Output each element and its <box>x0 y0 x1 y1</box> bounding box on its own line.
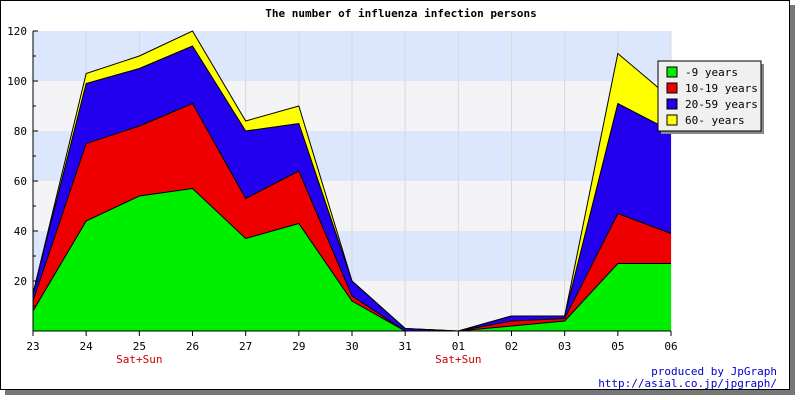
x-tick-label: 06 <box>664 340 677 353</box>
x-tick-label: 03 <box>558 340 571 353</box>
category-note: Sat+Sun <box>116 353 162 366</box>
legend-swatch-4 <box>666 114 678 126</box>
chart-title: The number of influenza infection person… <box>265 7 537 20</box>
y-tick-label: 40 <box>14 225 27 238</box>
axes <box>32 30 672 336</box>
area-series-1 <box>33 188 671 331</box>
x-tick-label: 31 <box>399 340 412 353</box>
area-series-2 <box>33 103 671 331</box>
x-tick-label: 29 <box>292 340 305 353</box>
credit-line-2[interactable]: http://asial.co.jp/jpgraph/ <box>598 377 777 390</box>
area-outline-4 <box>32 30 672 332</box>
x-tick-label: 25 <box>133 340 146 353</box>
x-tick-label: 30 <box>345 340 358 353</box>
y-tick-label: 80 <box>14 125 27 138</box>
y-tick-label: 100 <box>7 75 27 88</box>
x-tick-labels: 23 24 25 26 27 29 30 31 01 02 03 05 06 <box>26 340 677 353</box>
x-tick-label: 26 <box>186 340 199 353</box>
legend-swatch-2 <box>666 82 678 94</box>
category-note: Sat+Sun <box>435 353 481 366</box>
y-tick-label: 120 <box>7 25 27 38</box>
legend-label-3: 20-59 years <box>685 98 758 111</box>
legend-swatch-3 <box>666 98 678 110</box>
x-tick-label: 05 <box>611 340 624 353</box>
y-tick-label: 60 <box>14 175 27 188</box>
legend-label-2: 10-19 years <box>685 82 758 95</box>
x-tick-label: 02 <box>505 340 518 353</box>
x-tick-label: 01 <box>452 340 465 353</box>
x-tick-label: 23 <box>26 340 39 353</box>
area-outline-2 <box>32 102 672 332</box>
stacked-areas <box>32 30 672 332</box>
legend-label-4: 60- years <box>685 114 745 127</box>
legend: -9 years 10-19 years 20-59 years 60- years <box>657 60 764 134</box>
x-tick-label: 24 <box>80 340 94 353</box>
legend-swatch-1 <box>666 66 678 78</box>
x-tick-label: 27 <box>239 340 252 353</box>
credit-line-1: produced by JpGraph <box>651 365 777 378</box>
category-notes: Sat+Sun Sat+Sun <box>116 353 481 366</box>
y-tick-label: 20 <box>14 275 27 288</box>
chart-frame: The number of influenza infection person… <box>0 0 790 390</box>
y-tick-labels: 20 40 60 80 100 120 <box>7 25 27 288</box>
legend-label-1: -9 years <box>685 66 738 79</box>
area-chart: The number of influenza infection person… <box>7 7 777 390</box>
area-outline-1 <box>32 187 671 332</box>
